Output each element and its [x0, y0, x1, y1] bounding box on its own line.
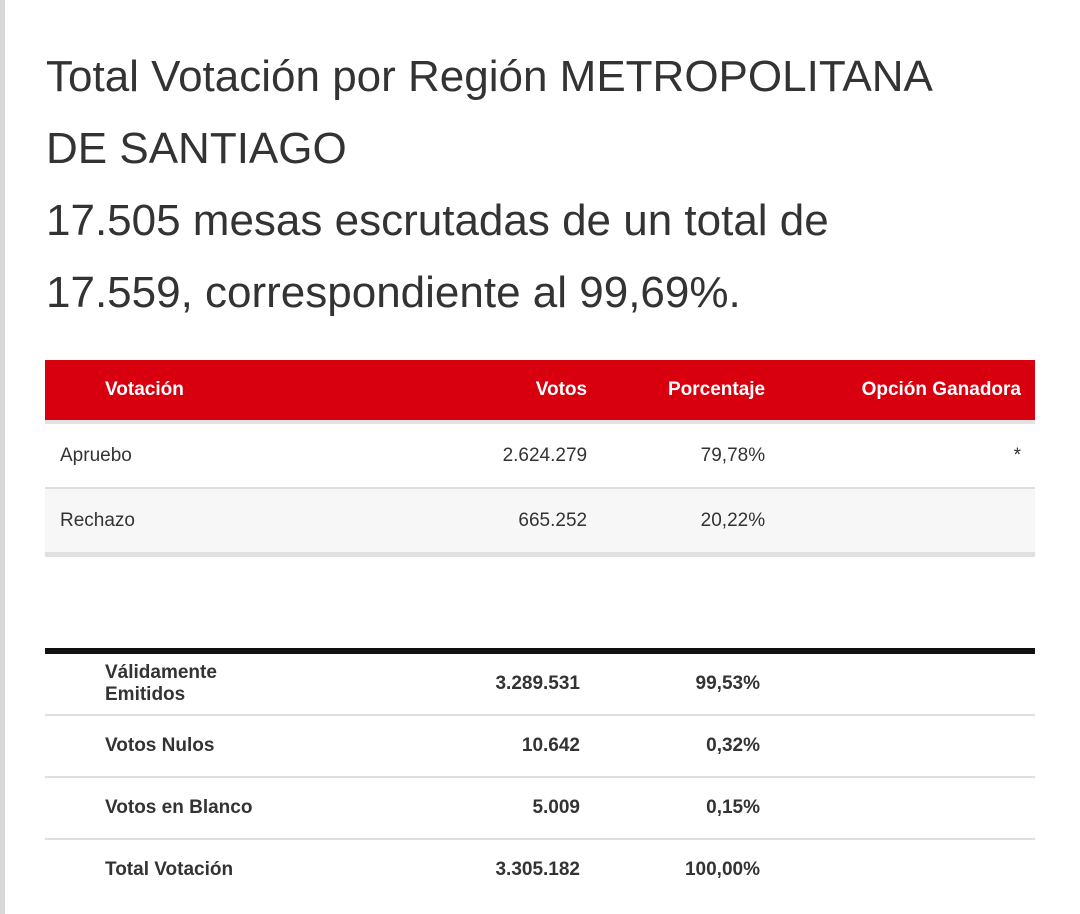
- totals-row: Total Votación 3.305.182 100,00%: [45, 839, 1035, 900]
- option-votes: 665.252: [272, 488, 588, 557]
- title-line-2: DE SANTIAGO: [46, 124, 347, 174]
- option-percent: 79,78%: [587, 422, 766, 489]
- totals-label: Votos Nulos: [45, 715, 275, 778]
- option-percent: 20,22%: [587, 488, 766, 557]
- totals-row: Válidamente Emitidos 3.289.531 99,53%: [45, 651, 1035, 716]
- page-edge: [0, 0, 5, 914]
- totals-row: Votos en Blanco 5.009 0,15%: [45, 777, 1035, 840]
- option-name: Rechazo: [45, 488, 273, 557]
- option-name: Apruebo: [45, 422, 273, 489]
- totals-percent: 100,00%: [684, 859, 760, 880]
- subtitle-line-1: 17.505 mesas escrutadas de un total de: [46, 196, 829, 246]
- header-opcion-ganadora: Opción Ganadora: [765, 360, 1035, 424]
- totals-votes: 5.009: [275, 777, 580, 840]
- totals-votes: 10.642: [275, 715, 580, 778]
- totals-label: Total Votación: [105, 859, 234, 880]
- results-table: Votación Votos Porcentaje Opción Ganador…: [45, 360, 1035, 557]
- header-votacion: Votación: [45, 360, 273, 424]
- results-header-row: Votación Votos Porcentaje Opción Ganador…: [45, 360, 1035, 424]
- totals-percent: 0,15%: [580, 777, 760, 840]
- winner-marker: *: [765, 422, 1035, 489]
- totals-label: Válidamente Emitidos: [45, 651, 275, 716]
- totals-votes: 3.305.182: [495, 859, 580, 880]
- winner-marker: [765, 488, 1035, 557]
- totals-percent: 99,53%: [580, 651, 760, 716]
- page-title: Total Votación por Región METROPOLITANA …: [46, 41, 1046, 329]
- totals-row: Votos Nulos 10.642 0,32%: [45, 715, 1035, 778]
- subtitle-line-2: 17.559, correspondiente al 99,69%.: [46, 268, 741, 318]
- totals-label: Votos en Blanco: [45, 777, 275, 840]
- totals-percent: 0,32%: [580, 715, 760, 778]
- option-votes: 2.624.279: [272, 422, 588, 489]
- title-line-1: Total Votación por Región METROPOLITANA: [46, 52, 933, 102]
- totals-votes: 3.289.531: [275, 651, 580, 716]
- totals-table: Válidamente Emitidos 3.289.531 99,53% Vo…: [45, 648, 1035, 900]
- header-votos: Votos: [272, 360, 588, 424]
- table-row: Apruebo 2.624.279 79,78% *: [45, 422, 1035, 489]
- table-row: Rechazo 665.252 20,22%: [45, 488, 1035, 557]
- header-porcentaje: Porcentaje: [587, 360, 766, 424]
